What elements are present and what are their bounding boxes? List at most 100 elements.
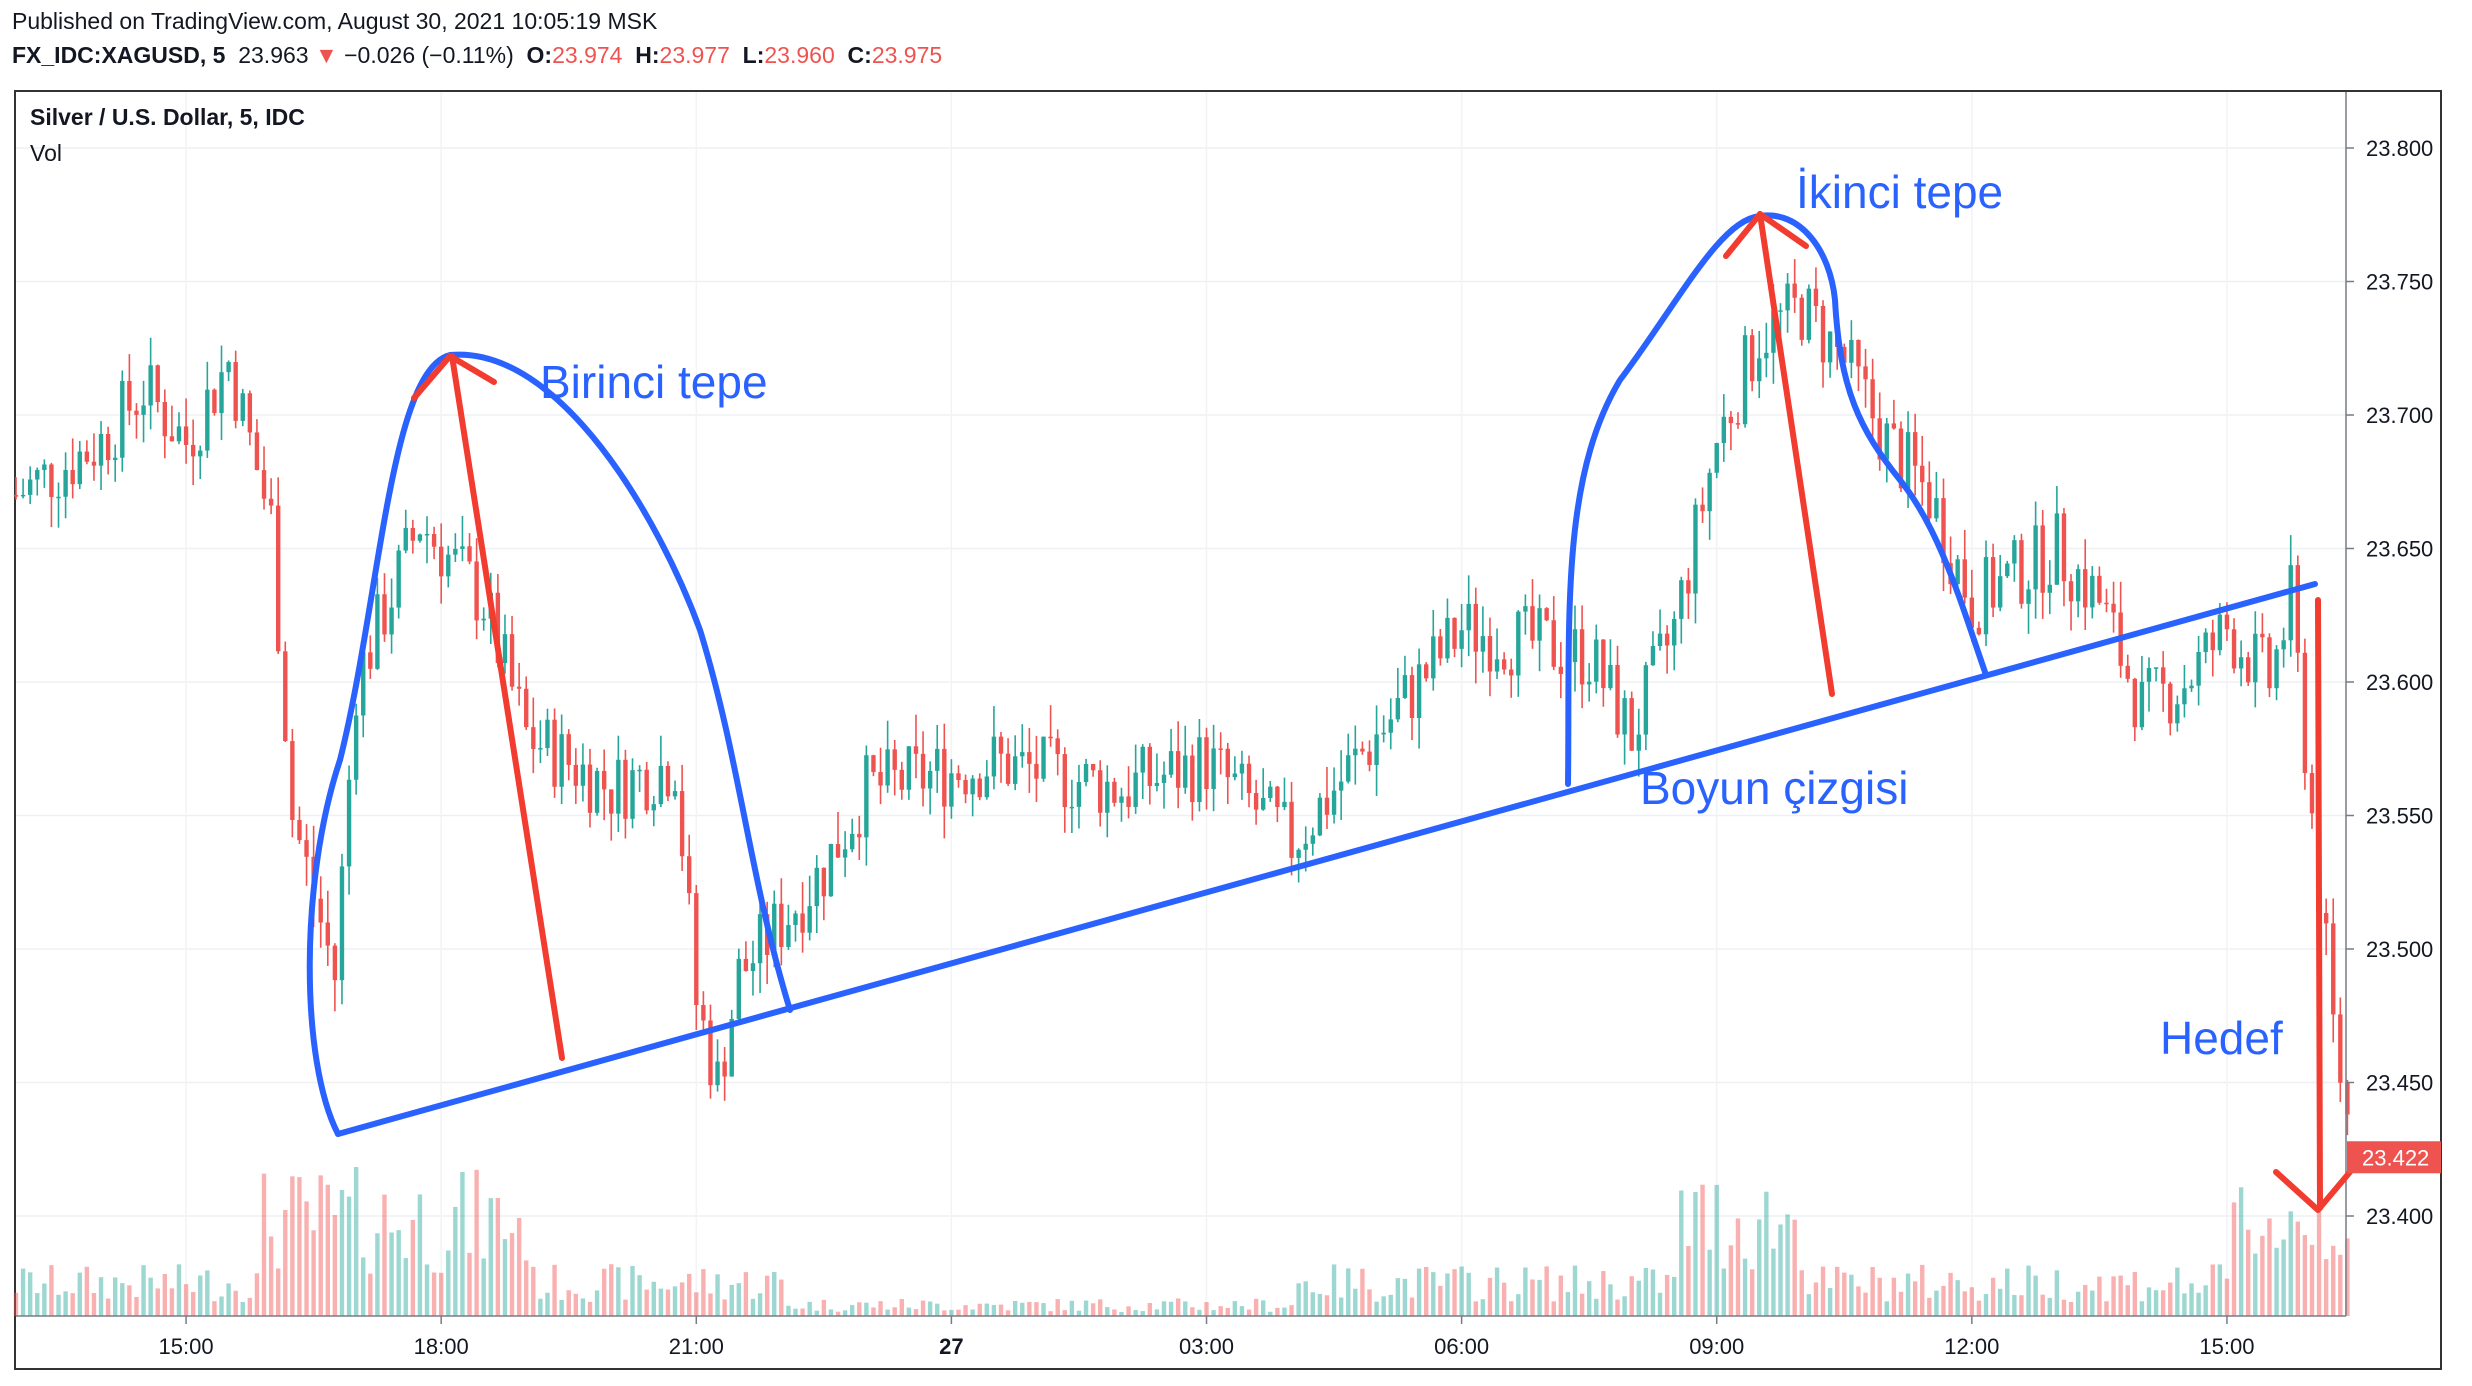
volume-bar — [757, 1293, 763, 1316]
low-label: L: — [742, 42, 765, 68]
volume-bar — [460, 1171, 465, 1316]
candle-body — [1388, 719, 1393, 733]
volume-bar — [1310, 1292, 1316, 1316]
candle-body — [2153, 667, 2159, 669]
candle-body — [2061, 513, 2067, 582]
candle-body — [1282, 801, 1287, 808]
volume-bar — [318, 1175, 323, 1316]
volume-bar — [977, 1303, 982, 1316]
candle-body — [1983, 557, 1989, 635]
candle-body — [13, 495, 19, 497]
volume-bar — [212, 1301, 217, 1316]
volume-bar — [594, 1290, 600, 1316]
candle-body — [375, 594, 380, 669]
volume-bar — [516, 1218, 522, 1316]
candle-body — [2033, 525, 2038, 590]
volume-bar — [332, 1214, 338, 1316]
candle-body — [1863, 366, 1868, 380]
candle-body — [1303, 843, 1308, 850]
volume-bar — [1154, 1309, 1160, 1316]
candle-body — [2302, 652, 2308, 774]
volume-bar — [1466, 1272, 1471, 1316]
candle-body — [516, 686, 522, 689]
volume-bar — [1119, 1311, 1124, 1316]
volume-bar — [1317, 1293, 1323, 1316]
volume-bar — [1005, 1310, 1011, 1316]
candle-body — [2132, 678, 2138, 728]
candle-body — [325, 922, 330, 946]
candle-body — [1190, 755, 1195, 803]
volume-bar — [1530, 1279, 1535, 1316]
volume-bar — [1799, 1270, 1804, 1316]
candle-body — [1955, 559, 1960, 585]
volume-bar — [2153, 1290, 2159, 1316]
candle-body — [1211, 748, 1216, 789]
volume-bar — [1112, 1309, 1117, 1316]
volume-bar — [665, 1289, 671, 1316]
volume-bar — [467, 1252, 472, 1316]
last-price: 23.963 — [238, 42, 309, 68]
volume-bar — [1239, 1306, 1245, 1316]
candle-body — [1076, 782, 1082, 807]
volume-bar — [1161, 1301, 1167, 1316]
candle-body — [1402, 675, 1408, 698]
candle-body — [2281, 640, 2286, 650]
volume-bar — [1927, 1297, 1932, 1316]
candle-body — [183, 426, 189, 445]
volume-bar — [1771, 1248, 1776, 1316]
candle-body — [2231, 629, 2237, 669]
candle-body — [2111, 603, 2116, 613]
candle-body — [240, 393, 245, 421]
volume-bar — [1778, 1224, 1783, 1316]
volume-bar — [786, 1305, 791, 1316]
volume-bar — [1643, 1267, 1649, 1316]
candle-body — [1586, 681, 1592, 685]
volume-bar — [545, 1292, 550, 1316]
candle-body — [1757, 358, 1762, 382]
volume-bar — [325, 1184, 330, 1316]
volume-bar — [56, 1294, 61, 1316]
volume-bar — [396, 1230, 401, 1316]
candle-body — [127, 380, 132, 411]
volume-bar — [764, 1275, 770, 1316]
candle-body — [2238, 657, 2244, 669]
candle-body — [1331, 790, 1337, 815]
candle-body — [828, 844, 834, 897]
candle-body — [1105, 781, 1110, 813]
candle-body — [1997, 576, 2003, 608]
volume-bar — [609, 1264, 614, 1316]
candle-body — [587, 764, 593, 813]
volume-bar — [2295, 1221, 2301, 1316]
grid-lines — [16, 92, 2346, 1316]
volume-bar — [13, 1292, 19, 1316]
up-arrow-icon — [411, 353, 497, 401]
candle-body — [942, 748, 947, 807]
volume-bar — [1707, 1249, 1712, 1316]
candle-body — [1487, 636, 1493, 672]
candle-body — [1728, 416, 1734, 424]
candle-body — [1381, 732, 1386, 735]
volume-bar — [1012, 1300, 1018, 1316]
candle-body — [417, 534, 423, 541]
candle-body — [1806, 288, 1812, 340]
volume-bar — [268, 1236, 274, 1316]
volume-bar — [587, 1301, 593, 1316]
volume-bar — [113, 1277, 118, 1316]
candle-body — [1749, 335, 1755, 382]
volume-bar — [1884, 1301, 1889, 1316]
candle-body — [2274, 649, 2279, 689]
candle-body — [545, 719, 550, 749]
volume-bar — [1041, 1303, 1046, 1316]
volume-bar — [1891, 1277, 1897, 1316]
candle-body — [212, 389, 217, 414]
candle-body — [1452, 617, 1457, 649]
candle-body — [736, 958, 742, 1019]
volume-bar — [1806, 1294, 1812, 1316]
candle-body — [1367, 751, 1372, 765]
candle-body — [1672, 618, 1677, 646]
candle-body — [1289, 801, 1294, 858]
candle-body — [205, 389, 210, 451]
volume-bar — [1650, 1269, 1656, 1316]
first-peak-drop-line — [449, 353, 565, 1061]
